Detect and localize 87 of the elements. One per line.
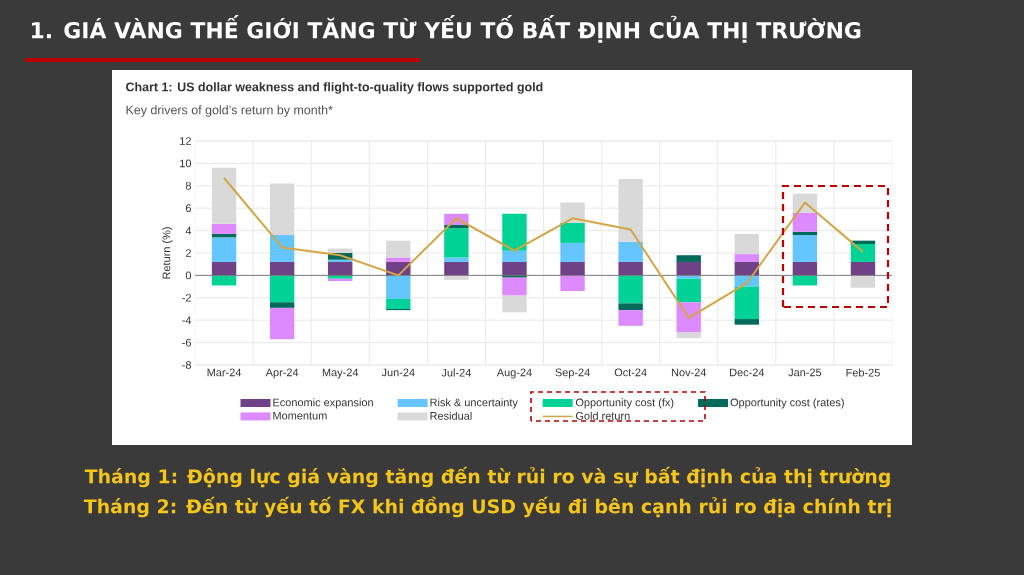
x-tick-label: Oct-24 bbox=[614, 368, 647, 377]
bar bbox=[676, 302, 701, 333]
bar bbox=[676, 255, 701, 262]
bar bbox=[444, 257, 469, 262]
bar bbox=[850, 244, 876, 262]
text: 1. GIÁ VÀNG THẾ GIỚI TĂNG TỪ YẾU TỐ BẤT ĐỊNH CỦA THỊ TRƯỜNG bbox=[32, 15, 861, 43]
legend-label: Opportunity cost (fx) bbox=[575, 398, 674, 409]
x-tick-label: Nov-24 bbox=[671, 368, 707, 377]
bar bbox=[734, 286, 759, 320]
legend-label: Momentum bbox=[273, 411, 327, 420]
x-tick-label: Feb-25 bbox=[846, 368, 880, 377]
bar bbox=[734, 233, 759, 255]
chart-subtitle: Key drivers of gold’s return by month* bbox=[126, 105, 333, 117]
text: Tháng 1: Động lực giá vàng tăng đến từ rủi ro và sự bất định của thị trường bbox=[84, 466, 890, 488]
x-tick-label: Aug-24 bbox=[496, 368, 532, 379]
bar bbox=[560, 242, 585, 262]
bar bbox=[850, 261, 876, 276]
bar bbox=[734, 319, 759, 325]
legend-label: Residual bbox=[430, 411, 472, 420]
y-tick-label: -4 bbox=[182, 316, 192, 324]
bar bbox=[502, 213, 527, 251]
y-tick-label: 6 bbox=[185, 204, 191, 213]
chart-title: Chart 1: US dollar weakness and flight-to-quality flows supported gold bbox=[126, 82, 543, 94]
bar bbox=[444, 228, 469, 258]
bar bbox=[211, 261, 237, 276]
bar bbox=[269, 261, 295, 276]
x-tick-label: Sep-24 bbox=[555, 368, 590, 379]
x-tick-label: May-24 bbox=[322, 368, 359, 379]
bar bbox=[850, 275, 876, 288]
bar bbox=[269, 307, 295, 340]
x-tick-label: Jun-24 bbox=[381, 368, 415, 377]
legend-label: Opportunity cost (rates) bbox=[730, 398, 844, 409]
bar bbox=[618, 275, 643, 304]
bar bbox=[792, 261, 818, 276]
bar bbox=[734, 254, 759, 262]
bar bbox=[211, 223, 237, 234]
y-tick-label: 12 bbox=[180, 137, 191, 145]
x-tick-label: Jul-24 bbox=[441, 368, 471, 377]
legend-label: Gold return bbox=[575, 411, 630, 420]
bar bbox=[618, 310, 643, 326]
bar bbox=[792, 235, 818, 262]
bar bbox=[269, 275, 295, 303]
x-tick-label: Jan-25 bbox=[788, 368, 822, 377]
bar bbox=[211, 167, 237, 224]
bar bbox=[386, 240, 411, 258]
bar bbox=[676, 278, 701, 303]
bar bbox=[560, 202, 585, 223]
legend-label: Economic expansion bbox=[273, 398, 373, 409]
bar bbox=[502, 295, 527, 313]
bar bbox=[386, 275, 411, 299]
bar bbox=[269, 302, 295, 308]
text: Tháng 2: Đến từ yếu tố FX khi đồng USD yếu đi bên cạnh rủi ro địa chính trị bbox=[83, 496, 891, 518]
line-series bbox=[223, 176, 864, 319]
y-tick-label: -6 bbox=[182, 338, 191, 347]
bar bbox=[792, 212, 818, 232]
x-tick-label: Mar-24 bbox=[207, 368, 242, 377]
x-tick-label: Apr-24 bbox=[265, 368, 299, 379]
bar bbox=[618, 179, 643, 242]
bar bbox=[676, 261, 701, 276]
y-tick-label: -2 bbox=[182, 293, 191, 302]
y-tick-label: 4 bbox=[185, 226, 192, 235]
bar bbox=[560, 222, 585, 243]
bar bbox=[618, 241, 643, 262]
y-tick-label: 10 bbox=[180, 159, 192, 168]
bar bbox=[328, 261, 353, 276]
bar bbox=[560, 261, 585, 276]
bar bbox=[502, 275, 527, 278]
bar bbox=[386, 298, 411, 309]
x-tick-label: Dec-24 bbox=[730, 368, 765, 377]
bar bbox=[502, 277, 527, 296]
bar bbox=[269, 183, 295, 236]
bar bbox=[444, 261, 469, 276]
bar bbox=[269, 235, 295, 262]
y-tick-label: 8 bbox=[185, 181, 191, 190]
legend-label: Risk & uncertainty bbox=[430, 398, 518, 409]
bar bbox=[502, 250, 527, 262]
y-axis-title: Return (%) bbox=[162, 227, 173, 279]
bar bbox=[444, 275, 469, 280]
bar bbox=[618, 261, 643, 276]
bar bbox=[502, 261, 527, 276]
bar bbox=[560, 275, 585, 292]
bar bbox=[386, 257, 411, 262]
y-tick-label: -8 bbox=[182, 361, 191, 369]
bar bbox=[618, 303, 643, 311]
y-tick-label: 0 bbox=[185, 271, 192, 280]
y-tick-label: 2 bbox=[185, 249, 191, 257]
bar bbox=[211, 237, 237, 262]
